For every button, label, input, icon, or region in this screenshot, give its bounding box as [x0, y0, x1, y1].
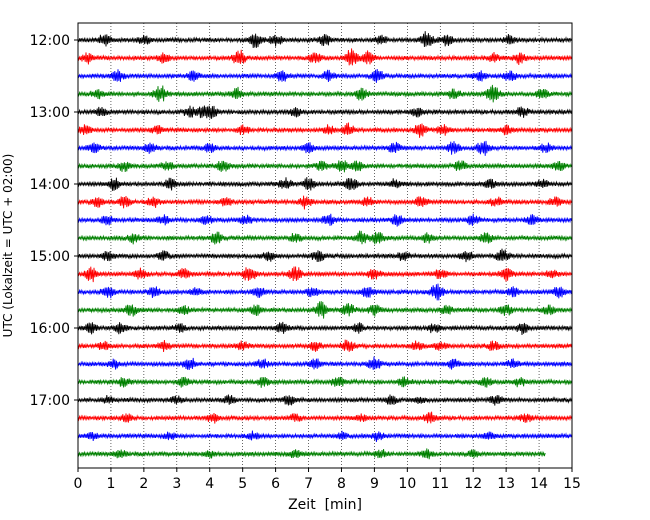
trace-1230: [77, 68, 573, 83]
trace-1445: [77, 230, 573, 245]
x-tick-label: 14: [530, 476, 548, 492]
y-tick-label: 13:00: [30, 105, 70, 121]
trace-1745: [77, 448, 546, 460]
x-tick-label: 3: [172, 476, 181, 492]
y-tick-label: 17:00: [30, 393, 70, 409]
trace-1730: [77, 430, 573, 443]
y-tick-label: 16:00: [30, 321, 70, 337]
x-tick-label: 1: [106, 476, 115, 492]
trace-1300: [77, 105, 573, 119]
x-tick-label: 5: [238, 476, 247, 492]
seismic-traces: [77, 31, 573, 460]
x-tick-label: 7: [304, 476, 313, 492]
trace-1645: [77, 376, 573, 388]
trace-1245: [77, 84, 573, 103]
trace-1345: [77, 160, 573, 173]
x-tick-label: 9: [370, 476, 379, 492]
x-tick-label: 10: [398, 476, 416, 492]
trace-1430: [77, 213, 573, 227]
trace-1315: [77, 122, 573, 138]
y-tick-label: 15:00: [30, 249, 70, 265]
trace-1515: [77, 266, 573, 283]
x-tick-label: 11: [431, 476, 449, 492]
trace-1500: [77, 248, 573, 263]
trace-1700: [77, 394, 573, 406]
trace-1715: [77, 411, 573, 424]
x-tick-label: 2: [139, 476, 148, 492]
x-tick-label: 0: [74, 476, 83, 492]
trace-1215: [77, 48, 573, 66]
trace-1200: [77, 31, 573, 49]
x-tick-label: 6: [271, 476, 280, 492]
trace-1400: [77, 177, 573, 191]
y-axis-label: UTC (Lokalzeit = UTC + 02:00): [1, 154, 15, 338]
x-tick-label: 13: [497, 476, 515, 492]
x-axis: 0 1 2 3 4 5 6 7 8 9 10 11 12 13 14 15: [74, 468, 581, 492]
plot-frame: [77, 22, 573, 469]
trace-1630: [77, 356, 573, 371]
trace-1415: [77, 195, 573, 210]
trace-1545: [77, 301, 573, 319]
trace-1330: [77, 140, 573, 156]
x-tick-label: 8: [337, 476, 346, 492]
trace-1615: [77, 339, 573, 353]
vertical-grid: [110, 23, 540, 468]
x-axis-label: Zeit [min]: [288, 497, 362, 513]
x-tick-label: 4: [205, 476, 214, 492]
y-tick-label: 12:00: [30, 33, 70, 49]
trace-1600: [77, 321, 573, 336]
y-tick-label: 14:00: [30, 177, 70, 193]
x-tick-label: 12: [464, 476, 482, 492]
x-tick-label: 15: [563, 476, 581, 492]
trace-1530: [77, 283, 573, 301]
y-axis: 12:00 13:00 14:00 15:00 16:00 17:00: [30, 33, 78, 409]
